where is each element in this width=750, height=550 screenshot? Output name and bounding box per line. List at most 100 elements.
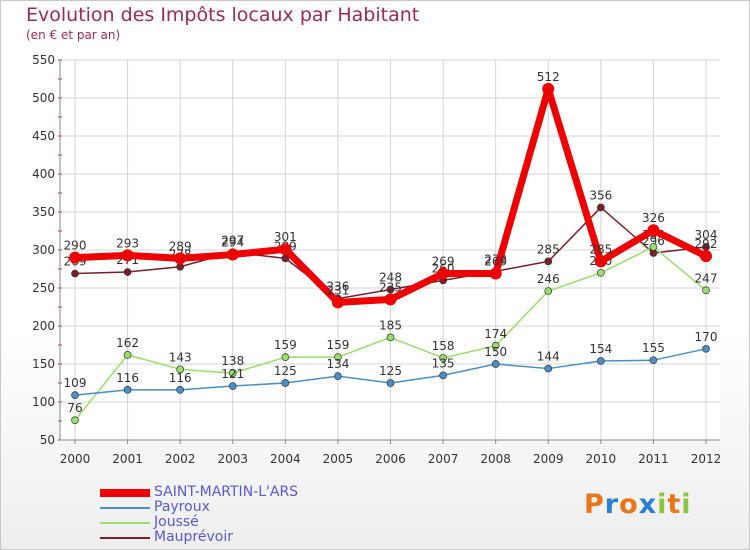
data-point bbox=[544, 364, 553, 373]
data-label: 116 bbox=[116, 371, 139, 385]
x-tick-label: 2006 bbox=[375, 452, 406, 466]
x-tick-label: 2001 bbox=[112, 452, 143, 466]
data-label: 304 bbox=[695, 228, 718, 242]
series-jousse: 76162143138159159185158174246270304247 bbox=[67, 228, 718, 425]
data-label: 290 bbox=[64, 239, 87, 253]
data-point bbox=[489, 267, 502, 280]
data-point bbox=[176, 365, 185, 374]
data-label: 76 bbox=[67, 401, 82, 415]
data-point bbox=[544, 287, 553, 295]
data-label: 301 bbox=[274, 230, 297, 244]
data-label: 269 bbox=[432, 255, 455, 269]
data-label: 154 bbox=[589, 342, 612, 356]
logo-letter: r bbox=[604, 489, 620, 520]
data-point bbox=[281, 353, 290, 362]
y-tick-label: 550 bbox=[32, 53, 55, 67]
data-label: 269 bbox=[484, 255, 507, 269]
x-tick-label: 2003 bbox=[217, 452, 248, 466]
y-tick-label: 350 bbox=[32, 205, 55, 219]
data-point bbox=[71, 391, 79, 400]
x-tick-label: 2002 bbox=[165, 452, 196, 466]
legend-swatch bbox=[100, 537, 150, 539]
data-point bbox=[702, 286, 710, 295]
series-saint-martin-l-ars: 290 293 289 294 301 231 235 269 269 512 285 326 292 bbox=[64, 70, 717, 309]
data-point bbox=[700, 250, 712, 263]
data-label: 297 bbox=[221, 233, 244, 247]
y-tick-label: 100 bbox=[32, 395, 55, 409]
legend-swatch bbox=[100, 489, 150, 497]
data-point bbox=[384, 293, 397, 306]
data-point bbox=[123, 385, 132, 394]
x-tick-label: 2012 bbox=[691, 452, 722, 466]
y-tick-label: 300 bbox=[32, 243, 55, 257]
data-point bbox=[649, 243, 658, 251]
data-label: 356 bbox=[589, 188, 612, 202]
y-tick-label: 200 bbox=[32, 319, 55, 333]
data-label: 294 bbox=[221, 236, 244, 250]
data-label: 231 bbox=[326, 283, 349, 297]
x-tick-label: 2008 bbox=[480, 452, 511, 466]
data-point bbox=[437, 267, 450, 280]
data-point bbox=[71, 416, 79, 425]
y-tick-label: 500 bbox=[32, 91, 55, 105]
data-label: 285 bbox=[537, 242, 560, 256]
data-label: 159 bbox=[274, 338, 297, 352]
data-label: 138 bbox=[221, 354, 244, 368]
data-point bbox=[334, 353, 342, 362]
legend-swatch bbox=[100, 522, 150, 524]
logo-letter: o bbox=[619, 489, 639, 520]
proxiti-logo: Proxiti bbox=[584, 489, 692, 520]
x-tick-label: 2004 bbox=[270, 452, 301, 466]
data-point bbox=[334, 372, 342, 381]
legend-label: Mauprévoir bbox=[154, 529, 233, 545]
data-label: 158 bbox=[432, 339, 455, 353]
data-label: 109 bbox=[64, 376, 87, 390]
data-label: 121 bbox=[221, 367, 244, 381]
x-tick-label: 2000 bbox=[60, 452, 91, 466]
legend-label: Payroux bbox=[154, 499, 210, 515]
data-point bbox=[331, 296, 344, 309]
data-point bbox=[649, 356, 658, 365]
y-tick-label: 50 bbox=[40, 433, 55, 447]
data-point bbox=[226, 248, 239, 261]
data-label: 248 bbox=[379, 271, 402, 285]
data-point bbox=[123, 268, 132, 276]
data-point bbox=[69, 251, 81, 264]
chart-title: Evolution des Impôts locaux par Habitant bbox=[26, 4, 420, 26]
data-point bbox=[123, 351, 132, 359]
data-point bbox=[439, 354, 447, 362]
x-tick-label: 2009 bbox=[533, 452, 564, 466]
data-point bbox=[542, 82, 555, 95]
data-point bbox=[174, 252, 187, 265]
data-point bbox=[491, 360, 500, 368]
logo-letter: t bbox=[667, 489, 682, 520]
data-point bbox=[596, 268, 605, 277]
data-point bbox=[386, 379, 395, 387]
data-point bbox=[386, 285, 395, 294]
data-point bbox=[176, 385, 185, 394]
logo-letter: i bbox=[681, 489, 692, 520]
data-point bbox=[279, 243, 292, 256]
data-point bbox=[281, 379, 290, 387]
y-tick-label: 150 bbox=[32, 357, 55, 371]
data-label: 159 bbox=[326, 338, 349, 352]
chart-subtitle: (en € et par an) bbox=[26, 28, 121, 42]
data-label: 512 bbox=[537, 70, 560, 84]
data-label: 185 bbox=[379, 318, 402, 332]
y-tick-label: 450 bbox=[32, 129, 55, 143]
data-point bbox=[596, 203, 605, 212]
data-label: 125 bbox=[274, 364, 297, 378]
x-tick-label: 2005 bbox=[323, 452, 354, 466]
data-label: 235 bbox=[379, 280, 402, 294]
y-tick-label: 250 bbox=[32, 281, 55, 295]
x-tick-label: 2010 bbox=[586, 452, 617, 466]
data-label: 247 bbox=[695, 271, 718, 285]
x-tick-label: 2007 bbox=[428, 452, 459, 466]
data-label: 170 bbox=[695, 330, 718, 344]
data-point bbox=[702, 344, 710, 353]
data-point bbox=[491, 341, 500, 350]
data-label: 246 bbox=[537, 272, 560, 286]
data-point bbox=[228, 369, 237, 377]
data-label: 116 bbox=[169, 371, 192, 385]
